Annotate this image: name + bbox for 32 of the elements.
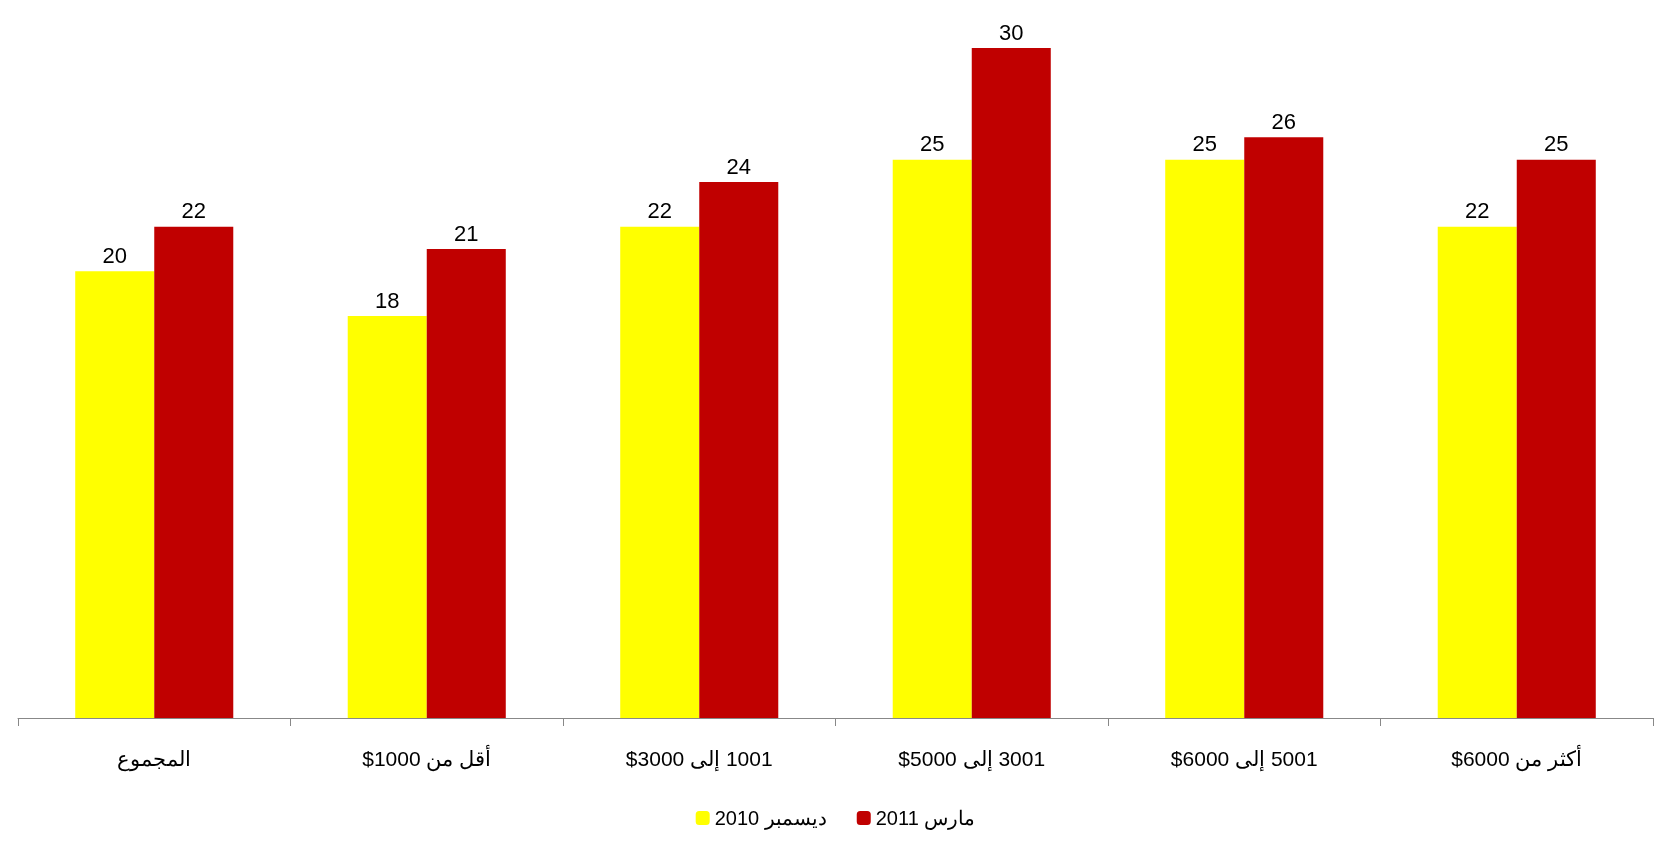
legend-label: ديسمبر 2010 [714, 807, 827, 830]
x-tick-label: 1001 إلى 3000$ [625, 747, 773, 772]
data-label: 30 [999, 19, 1024, 45]
data-label: 25 [920, 131, 945, 157]
bar [1165, 159, 1245, 718]
x-tick-label: المجموع [117, 747, 192, 772]
data-label: 22 [647, 198, 672, 224]
x-tick-label: أقل من 1000$ [362, 744, 492, 772]
data-label: 22 [1465, 198, 1490, 224]
x-tick-label: أكثر من 6000$ [1451, 744, 1583, 772]
bar [892, 159, 972, 718]
bar [1244, 137, 1324, 718]
bar [426, 249, 506, 718]
data-label: 21 [454, 220, 479, 246]
bar [699, 182, 779, 718]
bar [1437, 226, 1517, 718]
x-tick-label: 5001 إلى 6000$ [1170, 747, 1318, 772]
x-tick-label: 3001 إلى 5000$ [898, 747, 1046, 772]
bar [620, 226, 700, 718]
bar [1516, 159, 1596, 718]
data-label: 25 [1544, 131, 1569, 157]
data-label: 24 [726, 153, 751, 179]
legend-label: مارس 2011 [875, 807, 976, 830]
bar [347, 316, 427, 718]
bar [75, 271, 155, 718]
bar [971, 48, 1051, 718]
data-label: 18 [375, 287, 400, 313]
data-label: 26 [1271, 108, 1296, 134]
bar [154, 226, 234, 718]
data-label: 22 [181, 198, 206, 224]
data-label: 25 [1192, 131, 1217, 157]
data-label: 20 [102, 242, 127, 268]
